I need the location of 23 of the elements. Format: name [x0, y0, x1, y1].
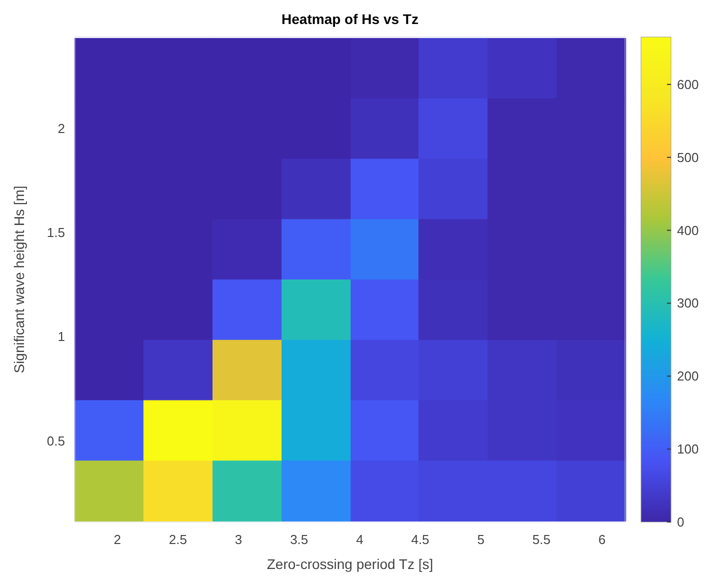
- x-tick-label: 2: [114, 532, 122, 547]
- x-tick-label: 5.5: [532, 532, 550, 547]
- x-tick-label: 2.5: [168, 532, 188, 547]
- color-bar-label: 500: [677, 150, 699, 165]
- x-tick-label: 3: [234, 532, 242, 547]
- y-tick-label: 0.5: [46, 433, 65, 448]
- y-tick-label: 1: [58, 329, 65, 344]
- x-tick-label: 6: [598, 532, 606, 547]
- y-axis-title: Significant wave height Hs [m]: [11, 186, 27, 374]
- color-bar-label: 300: [677, 296, 699, 311]
- x-tick-label: 3.5: [290, 532, 308, 547]
- color-bar-label: 400: [677, 222, 699, 238]
- y-tick-label: 1.5: [46, 225, 65, 240]
- color-bar-label: 200: [677, 368, 699, 384]
- x-tick-label: 4: [356, 532, 364, 547]
- y-tick-label: 2: [58, 121, 65, 136]
- x-tick-label: 5: [477, 532, 484, 547]
- color-bar-label: 600: [677, 76, 699, 92]
- chart-title: Heatmap of Hs vs Tz: [282, 11, 418, 27]
- color-bar-label: 0: [677, 514, 684, 530]
- x-tick-label: 4.5: [411, 532, 430, 547]
- color-bar-label: 100: [677, 442, 699, 457]
- x-axis-title: Zero-crossing period Tz [s]: [266, 556, 434, 572]
